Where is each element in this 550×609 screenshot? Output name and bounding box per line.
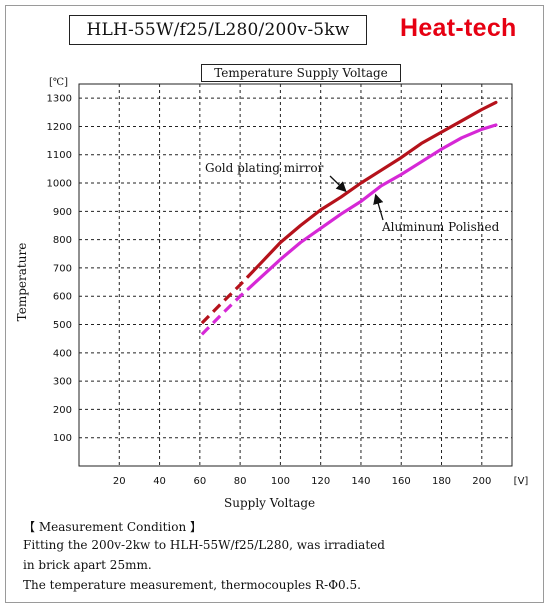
measurement-line-3: The temperature measurement, thermocoupl…	[23, 578, 361, 592]
y-tick-label: 1200	[47, 122, 72, 133]
x-tick-label: 100	[271, 476, 290, 487]
y-tick-label: 300	[53, 377, 72, 388]
y-tick-label: 500	[53, 320, 72, 331]
x-tick-label: 60	[193, 476, 206, 487]
measurement-line-1: Fitting the 200v-2kw to HLH-55W/f25/L280…	[23, 538, 385, 552]
y-unit-label: [℃]	[49, 77, 68, 88]
series-layer	[200, 100, 498, 336]
x-tick-label: 120	[311, 476, 330, 487]
x-tick-label: 200	[472, 476, 491, 487]
x-unit-label: [V]	[514, 476, 529, 487]
aluminum-arrow	[373, 193, 384, 221]
x-axis-label: Supply Voltage	[224, 496, 316, 510]
series-0-dashed-segment	[200, 275, 250, 325]
x-tick-label: 140	[351, 476, 370, 487]
y-tick-label: 600	[53, 292, 72, 303]
y-tick-label: 200	[53, 405, 72, 416]
y-tick-label: 1300	[47, 94, 72, 105]
tick-label-layer: 100 200 300 400 500 600 700 800 900 1000 1100 1200 1…	[47, 94, 529, 487]
y-axis-label: Temperature	[15, 242, 29, 322]
y-tick-label: 400	[53, 348, 72, 359]
x-tick-label: 180	[432, 476, 451, 487]
brand-logo: Heat-tech	[400, 14, 517, 42]
plot-border	[78, 83, 513, 467]
gold-mirror-annotation: Gold plating mirror	[205, 161, 324, 175]
y-tick-label: 100	[53, 433, 72, 444]
y-tick-label: 1000	[47, 179, 72, 190]
y-tick-label: 1100	[47, 150, 72, 161]
series-1-dashed-segment	[200, 287, 250, 336]
x-tick-label: 160	[392, 476, 411, 487]
y-tick-label: 800	[53, 235, 72, 246]
x-tick-label: 80	[234, 476, 247, 487]
figure-frame	[5, 5, 544, 603]
chart-title: Temperature Supply Voltage	[201, 64, 401, 82]
x-tick-label: 40	[153, 476, 166, 487]
measurement-line-2: in brick apart 25mm.	[23, 558, 152, 572]
x-tick-label: 20	[113, 476, 126, 487]
grid-layer	[78, 83, 513, 467]
measurement-heading: 【 Measurement Condition 】	[23, 520, 203, 534]
series-1-line	[246, 123, 498, 291]
annotation-layer: Gold plating mirror Aluminum Polished	[205, 161, 500, 234]
aluminum-annotation: Aluminum Polished	[381, 220, 500, 234]
gold-mirror-arrow	[329, 175, 347, 193]
y-tick-label: 700	[53, 263, 72, 274]
y-tick-label: 900	[53, 207, 72, 218]
series-0-line	[246, 100, 498, 278]
model-label: HLH-55W/f25/L280/200v-5kw	[69, 15, 367, 45]
